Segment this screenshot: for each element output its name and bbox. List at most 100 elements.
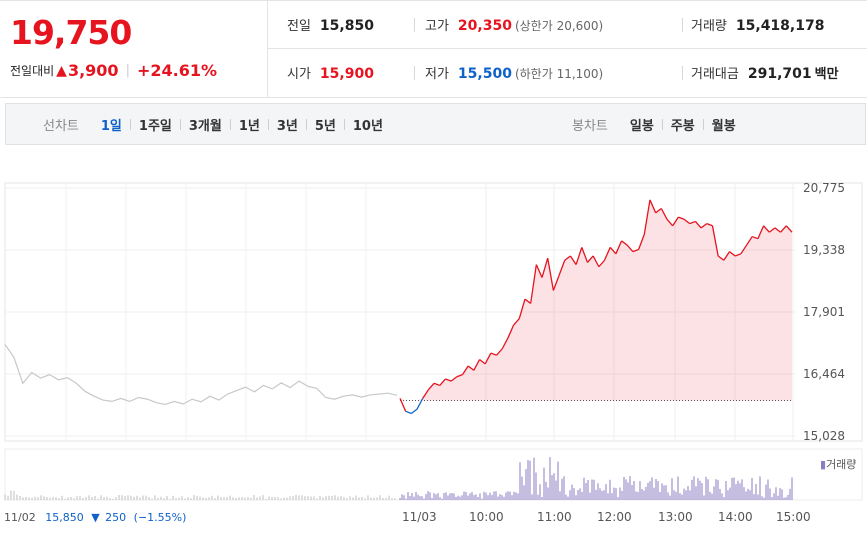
- today-line-segment: [700, 223, 708, 229]
- price-box: 19,750 전일대비 ▲ 3,900 | +24.61%: [0, 1, 268, 98]
- prev-day-line: [4, 344, 398, 406]
- today-line-segment: [785, 225, 793, 233]
- x-tick-label: 11:00: [537, 510, 572, 524]
- today-line-segment: [672, 216, 679, 227]
- candle-daily[interactable]: 일봉: [629, 118, 654, 134]
- period-3months[interactable]: 3개월: [188, 118, 222, 134]
- today-line-segment: [564, 255, 571, 261]
- current-price: 19,750: [10, 13, 132, 52]
- prev-day-info: 11/02 15,850 ▼ 250 (−1.55%): [4, 511, 186, 524]
- today-line-segment: [535, 264, 543, 278]
- today-line-segment: [734, 253, 742, 257]
- today-line-segment: [456, 374, 463, 378]
- today-line-segment: [496, 348, 503, 356]
- period-1week[interactable]: 1주일: [138, 118, 172, 134]
- y-tick-label: 16,464: [803, 367, 845, 381]
- volume-value: 15,418,178: [735, 18, 825, 34]
- change-label: 전일대비: [10, 64, 55, 78]
- today-line-segment: [768, 227, 776, 233]
- today-line-segment: [445, 378, 452, 382]
- price-chart-svg: 20,775 19,338 17,901 16,464 15,028 11/03 10:0…: [4, 181, 863, 524]
- toolbar-divider: [305, 118, 307, 130]
- today-line-segment: [484, 352, 492, 365]
- today-line-segment: [655, 207, 662, 214]
- turnover-cell: 거래대금 291,701 백만: [691, 63, 839, 82]
- today-line-segment: [461, 365, 469, 375]
- today-line-segment: [752, 235, 759, 240]
- volume-legend: ▮거래량: [820, 458, 856, 471]
- up-arrow-icon: ▲: [56, 62, 67, 79]
- today-line-segment: [473, 359, 481, 371]
- today-line-segment: [621, 240, 628, 246]
- today-line-segment: [609, 246, 617, 255]
- low-label: 저가: [425, 67, 449, 82]
- today-line-segment: [479, 359, 486, 365]
- high-label: 고가: [425, 19, 449, 34]
- today-line-segment: [501, 337, 509, 350]
- today-line-segment: [626, 244, 634, 253]
- today-line-segment: [507, 324, 515, 339]
- today-line-segment: [711, 225, 719, 257]
- today-line-segment: [422, 389, 429, 399]
- today-line-segment: [740, 244, 748, 255]
- today-line-segment: [757, 225, 765, 239]
- today-line-segment: [643, 199, 651, 235]
- today-area-fill: [400, 199, 792, 401]
- period-1year[interactable]: 1년: [238, 118, 260, 134]
- volume-legend-swatch: ▮: [820, 458, 826, 471]
- toolbar-divider: [661, 118, 663, 130]
- today-line-segment: [547, 258, 555, 291]
- today-line-segment: [433, 382, 440, 387]
- today-line-segment: [774, 227, 782, 233]
- x-tick-label: 10:00: [469, 510, 504, 524]
- volume-legend-label: 거래량: [826, 458, 856, 471]
- y-tick-label: 15,028: [803, 429, 845, 443]
- toolbar-divider: [343, 118, 345, 130]
- today-line-segment: [490, 352, 497, 356]
- high-cell: 고가 20,350 (상한가 20,600): [425, 15, 603, 34]
- prev-day-date: 11/02: [4, 511, 36, 524]
- today-line-segment: [638, 234, 645, 250]
- volume-cell: 거래량 15,418,178: [691, 15, 824, 34]
- today-line-segment: [586, 255, 594, 263]
- y-tick-label: 17,901: [803, 305, 845, 319]
- open-cell: 시가 15,900: [287, 63, 374, 82]
- toolbar-divider: [129, 118, 131, 130]
- today-line-segment: [649, 199, 657, 214]
- period-5years[interactable]: 5년: [314, 118, 336, 134]
- period-3years[interactable]: 3년: [276, 118, 298, 134]
- prev-day-arrow: ▼: [91, 511, 100, 524]
- candle-weekly[interactable]: 주봉: [670, 118, 695, 134]
- prev-close-value: 15,850: [319, 18, 374, 34]
- today-line-segment: [541, 257, 549, 278]
- period-10years[interactable]: 10년: [352, 118, 383, 134]
- today-line-segment: [581, 247, 589, 263]
- today-line-segment: [729, 251, 736, 257]
- volume-frame: [4, 448, 863, 501]
- today-line-segment: [416, 398, 424, 410]
- today-line-segment: [467, 365, 475, 371]
- line-chart-periods: 선차트 1일 1주일 3개월 1년 3년 5년 10년: [43, 104, 391, 144]
- volume-layer: [4, 448, 863, 501]
- prev-close-cell: 전일 15,850: [287, 15, 374, 34]
- y-tick-label: 19,338: [803, 243, 845, 257]
- stats-table: 전일 15,850 고가 20,350 (상한가 20,600) 거래량 15,…: [268, 1, 867, 98]
- candle-monthly[interactable]: 월봉: [711, 118, 736, 134]
- stats-row-2: 시가 15,900 저가 15,500 (하한가 11,100) 거래대금 29…: [268, 49, 867, 97]
- period-1day[interactable]: 1일: [100, 118, 122, 134]
- grid-layer: [4, 182, 863, 442]
- today-line-segment: [558, 260, 566, 276]
- today-line-segment: [513, 318, 520, 326]
- today-line-segment: [439, 378, 446, 386]
- stat-divider: [682, 18, 683, 32]
- stat-divider: [682, 66, 683, 80]
- period-toolbar: 선차트 1일 1주일 3개월 1년 3년 5년 10년 봉차트 일봉 주봉 월봉: [5, 103, 866, 145]
- x-tick-label: 15:00: [776, 510, 811, 524]
- high-value: 20,350: [457, 18, 512, 34]
- today-line-segment: [410, 408, 418, 414]
- today-line-segment: [763, 225, 770, 233]
- prev-close-label: 전일: [287, 19, 311, 34]
- line-layer: [4, 199, 793, 415]
- today-line-segment: [694, 221, 702, 229]
- today-line-segment: [660, 208, 668, 220]
